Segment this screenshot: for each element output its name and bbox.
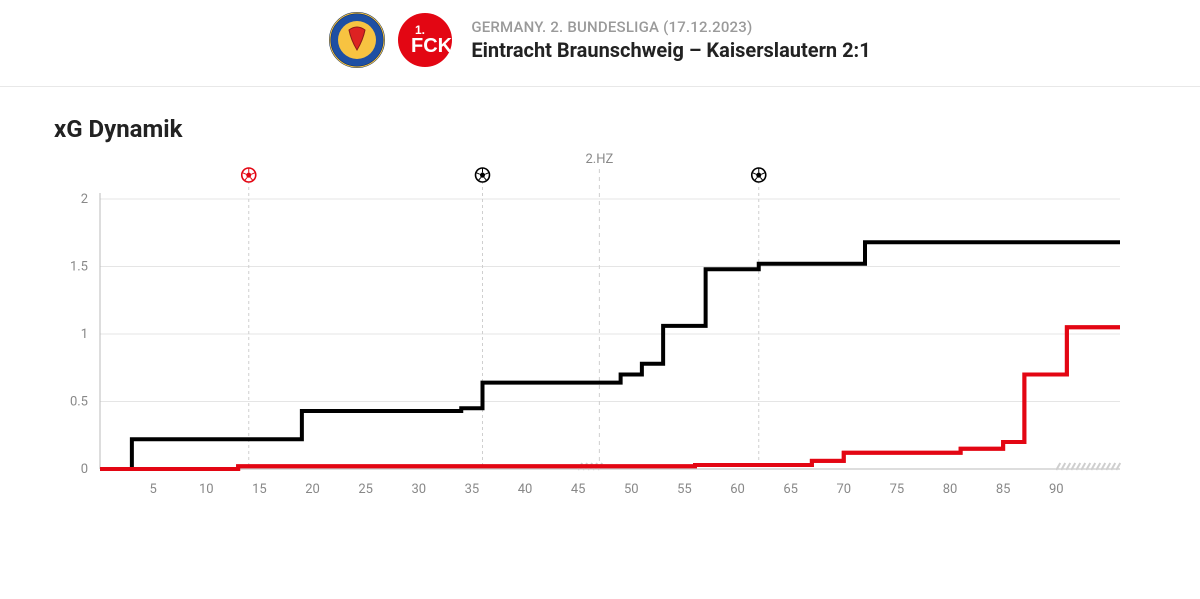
- svg-text:2: 2: [81, 192, 88, 207]
- svg-text:0.5: 0.5: [70, 395, 88, 410]
- league-line: GERMANY. 2. BUNDESLIGA (17.12.2023): [471, 18, 870, 36]
- svg-text:15: 15: [252, 482, 267, 497]
- header-text: GERMANY. 2. BUNDESLIGA (17.12.2023) Eint…: [471, 18, 870, 62]
- svg-text:30: 30: [411, 482, 426, 497]
- svg-text:75: 75: [890, 482, 905, 497]
- chart-section: xG Dynamik 00.511.5251015202530354045505…: [0, 87, 1200, 539]
- svg-text:5: 5: [149, 482, 156, 497]
- svg-text:70: 70: [836, 482, 851, 497]
- svg-text:80: 80: [943, 482, 958, 497]
- match-header: 1. FCK GERMANY. 2. BUNDESLIGA (17.12.202…: [0, 0, 1200, 87]
- svg-text:2.HZ: 2.HZ: [585, 152, 613, 167]
- svg-text:FCK: FCK: [411, 35, 453, 57]
- svg-text:60: 60: [730, 482, 745, 497]
- svg-text:50: 50: [624, 482, 639, 497]
- svg-text:35: 35: [465, 482, 480, 497]
- team-logos: 1. FCK: [329, 12, 453, 68]
- svg-text:45: 45: [571, 482, 586, 497]
- svg-text:1.5: 1.5: [70, 260, 88, 275]
- svg-text:65: 65: [783, 482, 798, 497]
- svg-text:10: 10: [199, 482, 214, 497]
- svg-text:25: 25: [358, 482, 373, 497]
- team2-logo: 1. FCK: [397, 12, 453, 68]
- svg-text:90: 90: [1049, 482, 1064, 497]
- team1-logo: [329, 12, 385, 68]
- svg-text:0: 0: [81, 462, 88, 477]
- chart-title: xG Dynamik: [54, 115, 1160, 143]
- series-home: [100, 242, 1120, 469]
- xg-chart: 00.511.525101520253035404550556065707580…: [40, 149, 1140, 529]
- svg-text:20: 20: [305, 482, 320, 497]
- svg-text:1: 1: [81, 327, 88, 342]
- svg-text:85: 85: [996, 482, 1011, 497]
- svg-text:55: 55: [677, 482, 692, 497]
- svg-text:40: 40: [518, 482, 533, 497]
- match-line: Eintracht Braunschweig – Kaiserslautern …: [471, 38, 870, 62]
